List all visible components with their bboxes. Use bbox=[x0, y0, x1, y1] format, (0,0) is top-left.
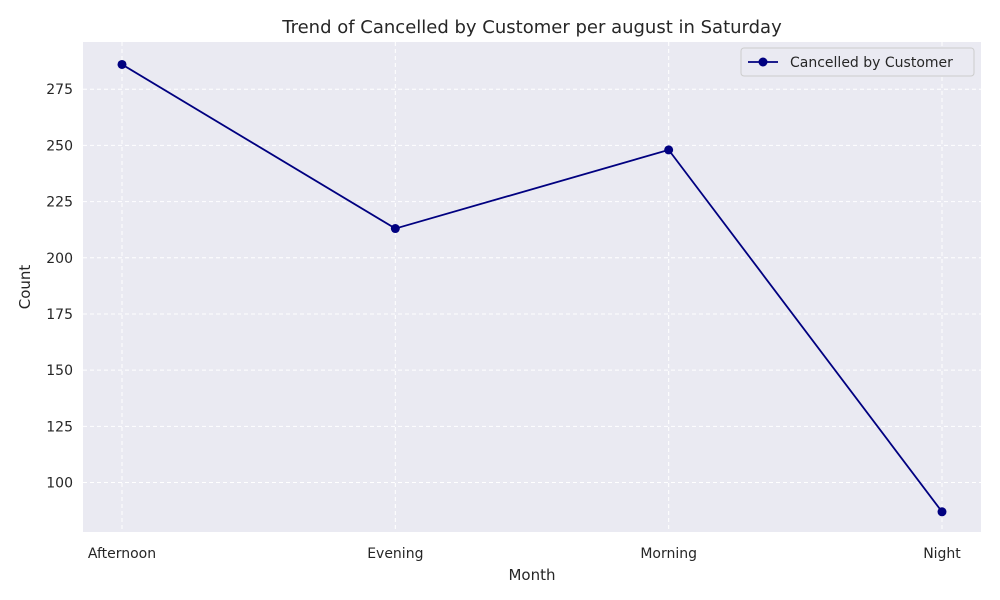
x-axis-label: Month bbox=[508, 566, 555, 584]
x-tick-label: Afternoon bbox=[88, 546, 156, 562]
legend: Cancelled by Customer bbox=[740, 47, 975, 77]
plot-background bbox=[83, 42, 981, 532]
legend-box bbox=[740, 47, 975, 77]
legend-marker-swatch bbox=[758, 57, 768, 67]
y-tick-label: 100 bbox=[46, 476, 73, 492]
y-axis-ticks: 100 125 150 175 200 225 250 275 bbox=[46, 82, 73, 491]
y-tick-label: 125 bbox=[46, 419, 73, 435]
data-point bbox=[937, 507, 947, 517]
y-axis-label: Count bbox=[16, 265, 34, 310]
y-tick-label: 225 bbox=[46, 195, 73, 211]
y-tick-label: 275 bbox=[46, 82, 73, 98]
grid-lines bbox=[83, 42, 981, 532]
legend-label: Cancelled by Customer bbox=[790, 55, 953, 71]
y-tick-label: 200 bbox=[46, 251, 73, 267]
data-point bbox=[117, 59, 127, 69]
y-tick-label: 250 bbox=[46, 138, 73, 154]
x-axis-ticks: Afternoon Evening Morning Night bbox=[88, 546, 961, 562]
x-tick-label: Evening bbox=[367, 546, 423, 562]
data-point bbox=[390, 224, 400, 234]
y-tick-label: 175 bbox=[46, 307, 73, 323]
series-layer bbox=[117, 59, 947, 517]
y-tick-label: 150 bbox=[46, 363, 73, 379]
series-line bbox=[121, 63, 943, 513]
x-tick-label: Night bbox=[923, 546, 961, 562]
chart-title: Trend of Cancelled by Customer per augus… bbox=[281, 17, 782, 38]
x-tick-label: Morning bbox=[640, 546, 697, 562]
data-point bbox=[664, 145, 674, 155]
